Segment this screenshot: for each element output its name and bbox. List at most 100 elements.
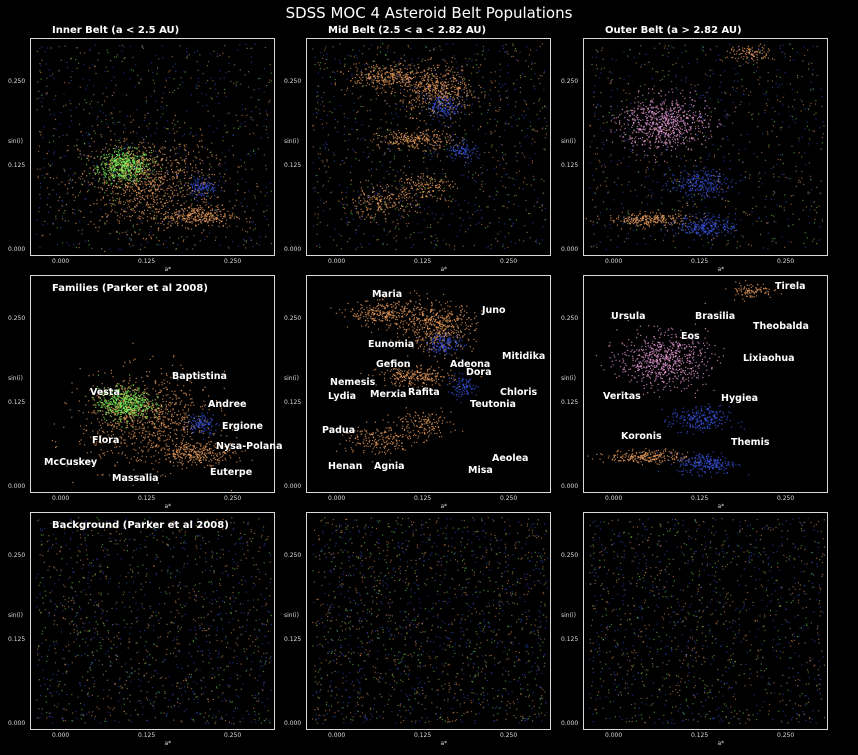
- asteroid-point: [140, 155, 142, 157]
- asteroid-point: [449, 149, 451, 151]
- asteroid-point: [406, 85, 408, 88]
- asteroid-point: [435, 144, 437, 146]
- asteroid-point: [429, 182, 431, 184]
- asteroid-point: [409, 88, 411, 90]
- asteroid-point: [369, 208, 371, 210]
- asteroid-point: [121, 145, 123, 147]
- asteroid-point: [160, 177, 162, 179]
- asteroid-point: [402, 187, 404, 189]
- asteroid-point: [452, 81, 454, 83]
- asteroid-point: [406, 196, 408, 198]
- asteroid-point: [187, 214, 189, 216]
- asteroid-point: [162, 205, 164, 207]
- asteroid-point: [181, 204, 183, 206]
- asteroid-point: [408, 78, 410, 80]
- asteroid-point: [197, 146, 199, 148]
- asteroid-point: [433, 110, 436, 112]
- asteroid-point: [75, 59, 77, 61]
- asteroid-point: [177, 120, 179, 122]
- asteroid-point: [459, 87, 461, 89]
- asteroid-point: [101, 104, 103, 106]
- asteroid-point: [136, 148, 138, 150]
- asteroid-point: [60, 199, 62, 201]
- asteroid-point: [109, 166, 111, 168]
- asteroid-point: [90, 221, 92, 223]
- asteroid-point: [88, 159, 90, 161]
- asteroid-point: [405, 187, 408, 189]
- asteroid-point: [152, 143, 154, 145]
- asteroid-point: [346, 78, 348, 80]
- asteroid-point: [126, 152, 128, 155]
- asteroid-point: [68, 182, 70, 185]
- asteroid-point: [191, 167, 193, 169]
- asteroid-point: [182, 210, 185, 212]
- asteroid-point: [456, 74, 458, 76]
- asteroid-point: [193, 219, 195, 221]
- asteroid-point: [208, 206, 210, 208]
- asteroid-point: [113, 185, 115, 187]
- asteroid-point: [69, 126, 71, 128]
- asteroid-point: [437, 99, 439, 101]
- asteroid-point: [128, 160, 130, 162]
- asteroid-point: [120, 178, 122, 180]
- asteroid-point: [447, 87, 449, 90]
- asteroid-point: [201, 146, 203, 148]
- x-axis-label: a*: [164, 266, 172, 273]
- asteroid-point: [96, 170, 99, 172]
- asteroid-point: [114, 174, 116, 176]
- asteroid-point: [195, 212, 197, 215]
- asteroid-point: [396, 82, 398, 84]
- asteroid-point: [77, 148, 79, 150]
- asteroid-point: [429, 89, 431, 91]
- asteroid-point: [363, 45, 365, 47]
- asteroid-point: [167, 193, 169, 195]
- asteroid-point: [413, 65, 415, 67]
- asteroid-point: [437, 84, 439, 87]
- asteroid-point: [421, 196, 423, 198]
- asteroid-point: [156, 156, 158, 158]
- asteroid-point: [259, 78, 261, 80]
- asteroid-point: [212, 115, 215, 117]
- asteroid-point: [457, 91, 459, 93]
- asteroid-point: [205, 199, 207, 201]
- asteroid-point: [177, 200, 179, 202]
- asteroid-point: [224, 88, 226, 90]
- asteroid-point: [403, 138, 405, 140]
- cluster-merxia: [386, 165, 459, 202]
- asteroid-point: [440, 110, 442, 112]
- asteroid-point: [121, 208, 123, 210]
- asteroid-point: [412, 181, 414, 183]
- asteroid-point: [172, 205, 174, 207]
- asteroid-point: [423, 70, 425, 72]
- asteroid-point: [385, 190, 387, 192]
- asteroid-point: [132, 154, 134, 156]
- asteroid-point: [155, 150, 157, 152]
- asteroid-point: [168, 185, 170, 187]
- asteroid-point: [138, 210, 140, 213]
- asteroid-point: [116, 147, 118, 149]
- asteroid-point: [142, 160, 144, 162]
- asteroid-point: [138, 188, 140, 190]
- asteroid-point: [363, 193, 365, 195]
- asteroid-point: [191, 212, 193, 214]
- asteroid-point: [471, 59, 473, 61]
- asteroid-point: [40, 72, 42, 74]
- asteroid-point: [237, 166, 239, 168]
- asteroid-point: [161, 177, 163, 179]
- asteroid-point: [447, 106, 449, 108]
- asteroid-point: [386, 76, 388, 78]
- asteroid-point: [195, 244, 197, 246]
- asteroid-point: [124, 173, 126, 175]
- asteroid-point: [171, 162, 173, 164]
- asteroid-point: [126, 170, 128, 172]
- asteroid-point: [403, 209, 405, 211]
- asteroid-point: [511, 126, 513, 128]
- asteroid-point: [137, 188, 139, 190]
- asteroid-point: [104, 172, 106, 174]
- asteroid-point: [205, 186, 207, 188]
- asteroid-point: [125, 179, 127, 181]
- asteroid-point: [131, 175, 133, 177]
- asteroid-point: [125, 174, 127, 176]
- asteroid-point: [536, 201, 538, 203]
- asteroid-point: [377, 94, 379, 97]
